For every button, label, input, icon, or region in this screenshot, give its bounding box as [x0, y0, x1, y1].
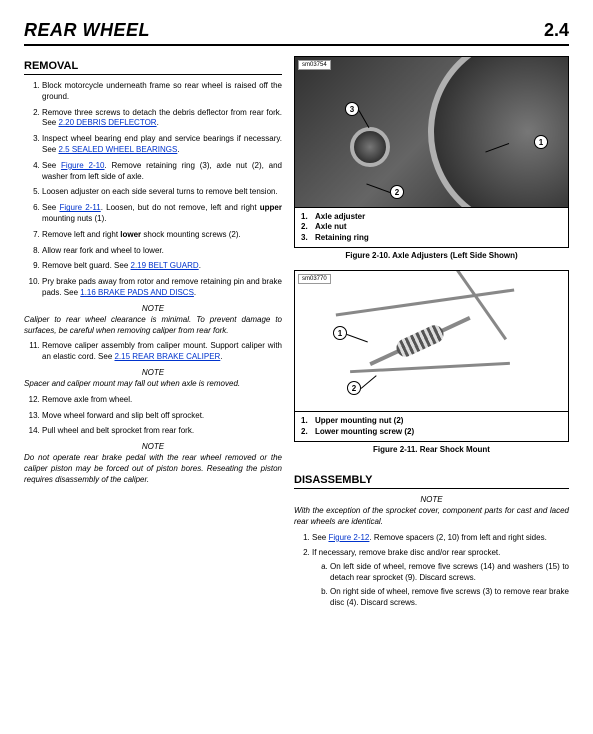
step-6: See Figure 2-11. Loosen, but do not remo… — [42, 203, 282, 225]
step-7: Remove left and right lower shock mounti… — [42, 230, 282, 241]
removal-steps: Block motorcycle underneath frame so rea… — [24, 81, 282, 299]
page-title: REAR WHEEL — [24, 20, 150, 41]
dis-note: With the exception of the sprocket cover… — [294, 506, 569, 528]
note-1-label: NOTE — [24, 304, 282, 313]
note-1: Caliper to rear wheel clearance is minim… — [24, 315, 282, 337]
step-9: Remove belt guard. See 2.19 BELT GUARD. — [42, 261, 282, 272]
step-14: Pull wheel and belt sprocket from rear f… — [42, 426, 282, 437]
figure-2-11-caption: Figure 2-11. Rear Shock Mount — [294, 445, 569, 454]
removal-steps-cont2: Remove axle from wheel. Move wheel forwa… — [24, 395, 282, 437]
note-2: Spacer and caliper mount may fall out wh… — [24, 379, 282, 390]
sm-label-2: sm03770 — [298, 274, 331, 284]
callout-2: 2 — [390, 185, 404, 199]
figure-2-11-legend: 1.Upper mounting nut (2) 2.Lower mountin… — [295, 411, 568, 441]
link-belt-guard[interactable]: 2.19 BELT GUARD — [131, 261, 199, 270]
page-header: REAR WHEEL 2.4 — [24, 20, 569, 46]
sm-label-1: sm03754 — [298, 60, 331, 70]
link-fig-2-10[interactable]: Figure 2-10 — [61, 161, 104, 170]
dis-step-2a: On left side of wheel, remove five screw… — [330, 562, 569, 584]
page-number: 2.4 — [544, 20, 569, 41]
dis-note-label: NOTE — [294, 495, 569, 504]
callout-s2: 2 — [347, 381, 361, 395]
step-11: Remove caliper assembly from caliper mou… — [42, 341, 282, 363]
callout-s1: 1 — [333, 326, 347, 340]
step-2: Remove three screws to detach the debris… — [42, 108, 282, 130]
figure-2-10-legend: 1.Axle adjuster 2.Axle nut 3.Retaining r… — [295, 207, 568, 247]
dis-step-2: If necessary, remove brake disc and/or r… — [312, 548, 569, 608]
note-2-label: NOTE — [24, 368, 282, 377]
note-3: Do not operate rear brake pedal with the… — [24, 453, 282, 485]
step-10: Pry brake pads away from rotor and remov… — [42, 277, 282, 299]
link-rear-caliper[interactable]: 2.15 REAR BRAKE CALIPER — [114, 352, 220, 361]
note-3-label: NOTE — [24, 442, 282, 451]
link-fig-2-11[interactable]: Figure 2-11 — [59, 203, 100, 212]
figure-2-10-caption: Figure 2-10. Axle Adjusters (Left Side S… — [294, 251, 569, 260]
step-4: See Figure 2-10. Remove retaining ring (… — [42, 161, 282, 183]
disassembly-heading: DISASSEMBLY — [294, 474, 569, 489]
figure-2-10-image: sm03754 3 2 1 — [295, 57, 568, 207]
link-brake-pads[interactable]: 1.16 BRAKE PADS AND DISCS — [80, 288, 194, 297]
dis-step-1: See Figure 2-12. Remove spacers (2, 10) … — [312, 533, 569, 544]
step-5: Loosen adjuster on each side several tur… — [42, 187, 282, 198]
figure-2-10: sm03754 3 2 1 1.Axle adjuster 2.Axle nut… — [294, 56, 569, 248]
link-debris-deflector[interactable]: 2.20 DEBRIS DEFLECTOR — [58, 118, 156, 127]
callout-1: 1 — [534, 135, 548, 149]
figure-2-11-image: sm03770 1 2 — [295, 271, 568, 411]
step-13: Move wheel forward and slip belt off spr… — [42, 411, 282, 422]
step-8: Allow rear fork and wheel to lower. — [42, 246, 282, 257]
dis-step-2b: On right side of wheel, remove five scre… — [330, 587, 569, 609]
step-12: Remove axle from wheel. — [42, 395, 282, 406]
callout-3: 3 — [345, 102, 359, 116]
removal-heading: REMOVAL — [24, 60, 282, 75]
figure-2-11: sm03770 1 2 1.Upper mounting nut (2) 2.L… — [294, 270, 569, 442]
link-sealed-bearings[interactable]: 2.5 SEALED WHEEL BEARINGS — [58, 145, 177, 154]
step-1: Block motorcycle underneath frame so rea… — [42, 81, 282, 103]
removal-steps-cont: Remove caliper assembly from caliper mou… — [24, 341, 282, 363]
link-fig-2-12[interactable]: Figure 2-12 — [328, 533, 369, 542]
disassembly-steps: See Figure 2-12. Remove spacers (2, 10) … — [294, 533, 569, 609]
step-3: Inspect wheel bearing end play and servi… — [42, 134, 282, 156]
